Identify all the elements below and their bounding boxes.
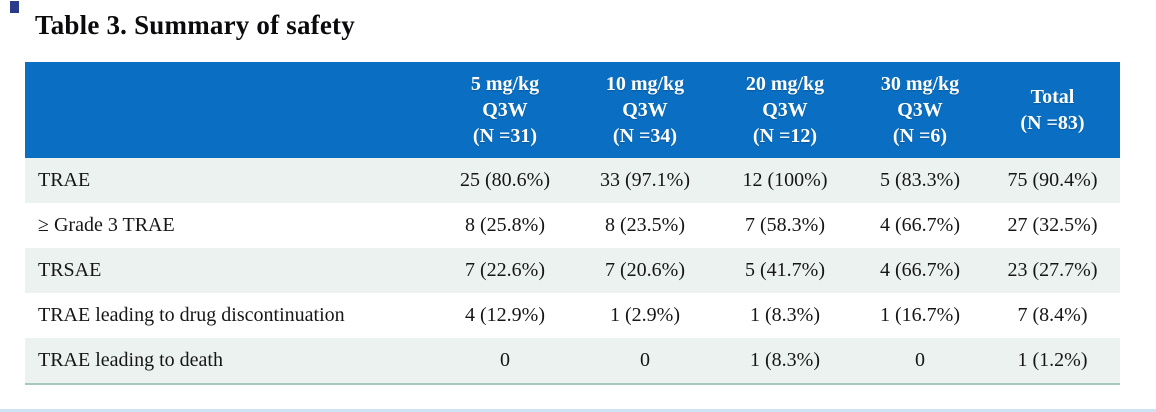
col-header-line: 20 mg/kg: [745, 73, 825, 95]
cell-value: 23 (27.7%): [985, 248, 1120, 293]
cell-value: 7 (58.3%): [715, 203, 855, 248]
col-header-line: Q3W: [622, 99, 668, 121]
cell-value: 4 (12.9%): [435, 293, 575, 338]
row-label: TRAE leading to drug discontinuation: [25, 293, 435, 338]
table-row: TRAE leading to drug discontinuation 4 (1…: [25, 293, 1120, 338]
cell-value: 4 (66.7%): [855, 248, 985, 293]
col-header-line: Q3W: [897, 99, 943, 121]
table-header: 5 mg/kg Q3W (N =31) 10 mg/kg Q3W (N =34) 20 mg…: [25, 62, 1120, 158]
col-header-line: 10 mg/kg: [605, 73, 685, 95]
cell-value: 0: [575, 338, 715, 385]
cell-value: 1 (8.3%): [715, 293, 855, 338]
col-header-line: 5 mg/kg: [470, 73, 540, 95]
col-header-line: Q3W: [762, 99, 808, 121]
col-header-1: 10 mg/kg Q3W (N =34): [575, 62, 715, 158]
cell-value: 27 (32.5%): [985, 203, 1120, 248]
cell-value: 1 (1.2%): [985, 338, 1120, 385]
col-header-line: (N =31): [472, 125, 538, 147]
table-row: ≥ Grade 3 TRAE 8 (25.8%) 8 (23.5%) 7 (58.3%…: [25, 203, 1120, 248]
col-header-line: Q3W: [482, 99, 528, 121]
col-header-line: Total: [1030, 86, 1075, 108]
col-header-3: 30 mg/kg Q3W (N =6): [855, 62, 985, 158]
page-bottom-rule: [0, 409, 1156, 412]
table-row: TRSAE 7 (22.6%) 7 (20.6%) 5 (41.7%) 4 (66.7%…: [25, 248, 1120, 293]
cell-value: 25 (80.6%): [435, 158, 575, 203]
cell-value: 8 (23.5%): [575, 203, 715, 248]
table-row: TRAE leading to death 0 0 1 (8.3%) 0 1 (1.2%): [25, 338, 1120, 385]
row-label: TRAE: [25, 158, 435, 203]
row-label: ≥ Grade 3 TRAE: [25, 203, 435, 248]
safety-summary-table: 5 mg/kg Q3W (N =31) 10 mg/kg Q3W (N =34) 20 mg…: [25, 62, 1120, 385]
cell-value: 0: [435, 338, 575, 385]
cell-value: 1 (8.3%): [715, 338, 855, 385]
cell-value: 0: [855, 338, 985, 385]
row-label: TRAE leading to death: [25, 338, 435, 385]
col-header-line: 30 mg/kg: [880, 73, 960, 95]
col-header-line: (N =6): [892, 125, 948, 147]
table-row: TRAE 25 (80.6%) 33 (97.1%) 12 (100%) 5 (83.3…: [25, 158, 1120, 203]
cell-value: 8 (25.8%): [435, 203, 575, 248]
cell-value: 7 (22.6%): [435, 248, 575, 293]
col-header-2: 20 mg/kg Q3W (N =12): [715, 62, 855, 158]
cell-value: 1 (16.7%): [855, 293, 985, 338]
col-header-line: (N =34): [612, 125, 678, 147]
cell-value: 7 (20.6%): [575, 248, 715, 293]
cell-value: 1 (2.9%): [575, 293, 715, 338]
cell-value: 12 (100%): [715, 158, 855, 203]
table-body: TRAE 25 (80.6%) 33 (97.1%) 12 (100%) 5 (83.3…: [25, 158, 1120, 385]
slide-edge-mark: [10, 1, 19, 13]
col-header-label: [25, 62, 435, 158]
cell-value: 5 (41.7%): [715, 248, 855, 293]
cell-value: 4 (66.7%): [855, 203, 985, 248]
cell-value: 33 (97.1%): [575, 158, 715, 203]
cell-value: 5 (83.3%): [855, 158, 985, 203]
cell-value: 7 (8.4%): [985, 293, 1120, 338]
col-header-0: 5 mg/kg Q3W (N =31): [435, 62, 575, 158]
row-label: TRSAE: [25, 248, 435, 293]
header-row: 5 mg/kg Q3W (N =31) 10 mg/kg Q3W (N =34) 20 mg…: [25, 62, 1120, 158]
col-header-line: (N =12): [752, 125, 818, 147]
col-header-line: (N =83): [1020, 112, 1085, 134]
table-title: Table 3. Summary of safety: [35, 10, 355, 40]
cell-value: 75 (90.4%): [985, 158, 1120, 203]
col-header-4: Total (N =83): [985, 62, 1120, 158]
